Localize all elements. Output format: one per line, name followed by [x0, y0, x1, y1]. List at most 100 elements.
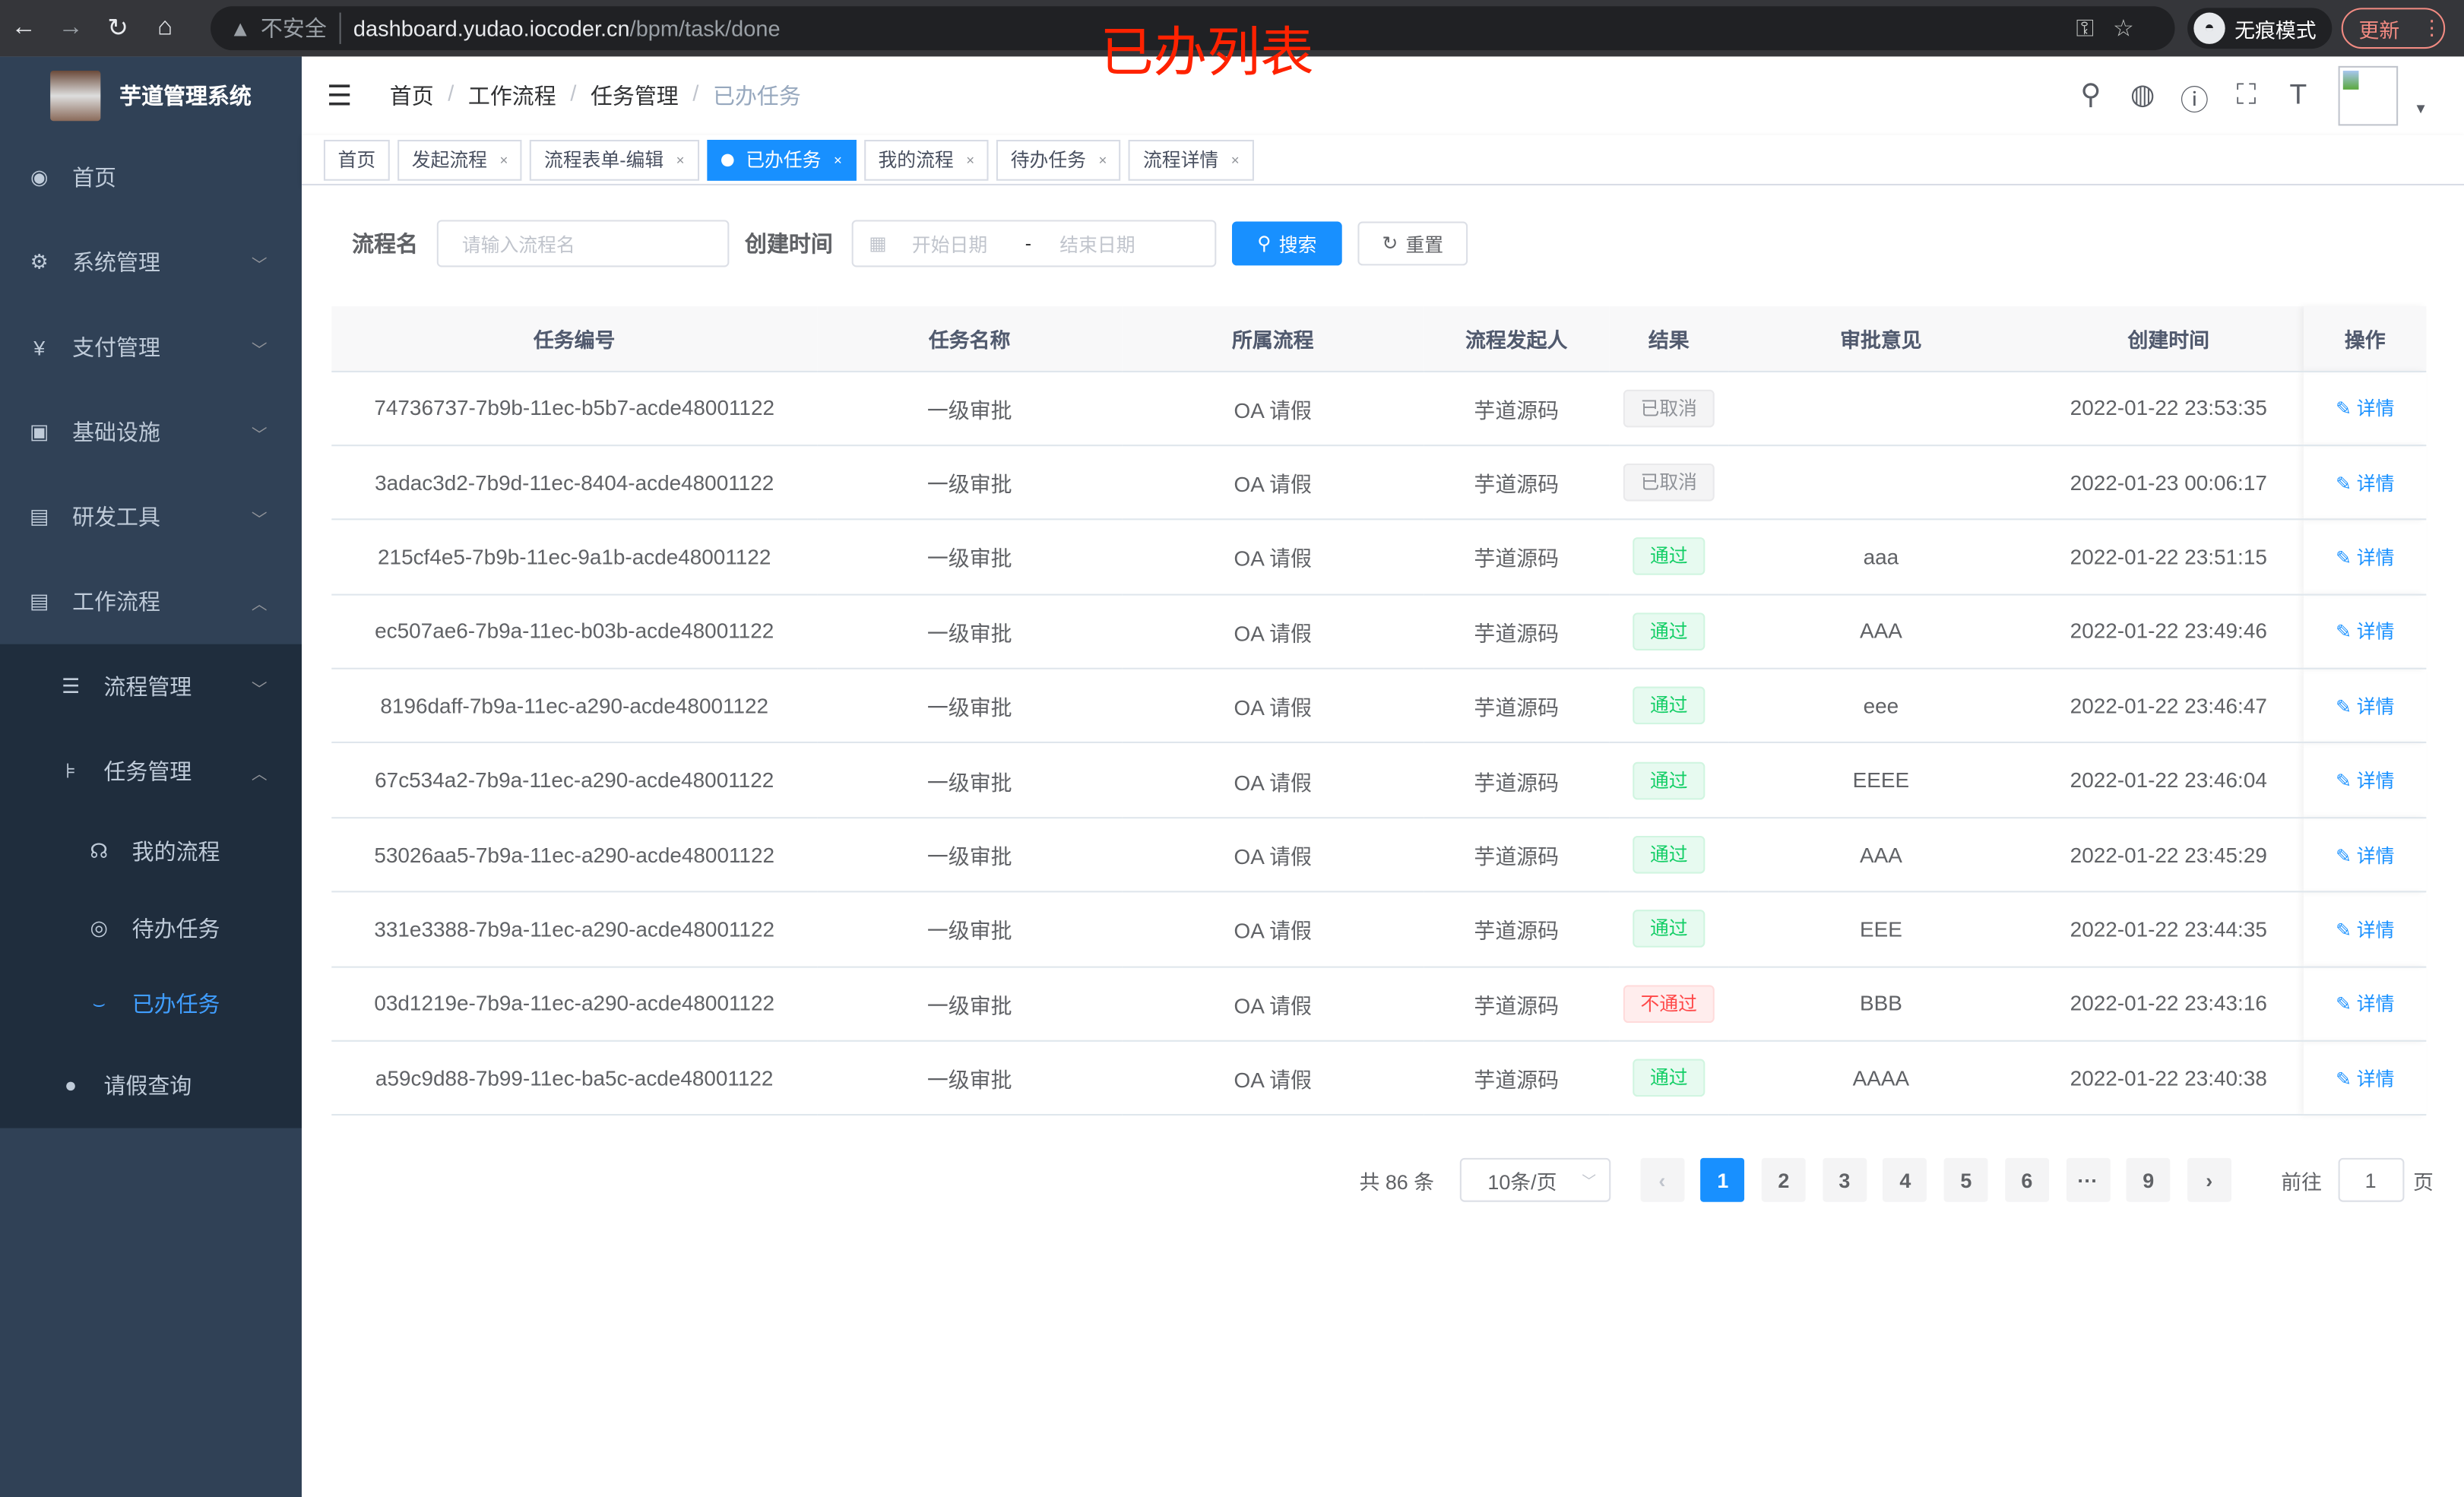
tab-label: 首页	[337, 149, 376, 172]
incognito-badge[interactable]: ◓ 无痕模式	[2187, 8, 2333, 49]
incognito-icon: ◓	[2193, 12, 2225, 44]
page-button[interactable]: 1	[1700, 1157, 1745, 1202]
column-header: 任务编号	[331, 306, 818, 372]
tab-4[interactable]: 我的流程 ×	[863, 138, 989, 180]
sidebar-item-infra[interactable]: ▣ 基础设施 ﹀	[0, 390, 302, 475]
table-row: 53026aa5-7b9a-11ec-a290-acde48001122 一级审批…	[331, 817, 2427, 893]
page-button[interactable]: 9	[2126, 1157, 2171, 1202]
prev-page-button[interactable]: ‹	[1639, 1157, 1684, 1202]
forward-icon[interactable]: →	[58, 14, 84, 41]
star-icon[interactable]: ☆	[2112, 15, 2153, 43]
search-icon[interactable]: ⚲	[2080, 78, 2101, 110]
breadcrumb-item[interactable]: 工作流程	[467, 83, 556, 109]
cell-action: ✎ 详情	[2304, 370, 2427, 446]
date-range-picker[interactable]: ▦ 开始日期 - 结束日期	[851, 220, 1217, 267]
breadcrumb-item[interactable]: 首页	[389, 83, 434, 109]
chevron-down-icon: ﹀	[251, 426, 268, 445]
sidebar-item-my-process[interactable]: ☊ 我的流程	[0, 814, 302, 890]
detail-link[interactable]: ✎ 详情	[2336, 397, 2394, 419]
page-button[interactable]: 6	[2004, 1157, 2049, 1202]
key-icon[interactable]: ⚿	[2076, 15, 2113, 43]
caret-down-icon[interactable]: ▼	[2413, 100, 2428, 117]
detail-link[interactable]: ✎ 详情	[2336, 844, 2394, 866]
cell-name: 一级审批	[817, 370, 1123, 446]
cell-result: 通过	[1609, 668, 1729, 744]
more-icon[interactable]: ⋮	[2421, 15, 2443, 40]
cell-name: 一级审批	[817, 1040, 1123, 1116]
tree-icon: ⊧	[65, 758, 77, 783]
tab-6[interactable]: 流程详情 ×	[1129, 138, 1254, 180]
reset-button[interactable]: ↻ 重置	[1357, 221, 1468, 266]
sidebar-item-home[interactable]: ◉ 首页	[0, 135, 302, 220]
tab-0[interactable]: 首页	[323, 138, 390, 180]
cell-comment: aaa	[1728, 519, 2034, 595]
search-button[interactable]: ⚲ 搜索	[1231, 221, 1342, 266]
home-icon[interactable]: ⌂	[157, 14, 173, 41]
close-icon[interactable]: ×	[966, 151, 975, 168]
cell-id: 67c534a2-7b9a-11ec-a290-acde48001122	[331, 742, 818, 818]
process-name-placeholder: 请输入流程名	[461, 233, 575, 255]
chevron-up-icon: ︿	[251, 765, 268, 783]
close-icon[interactable]: ×	[676, 151, 685, 168]
page-button[interactable]: 2	[1761, 1157, 1806, 1202]
cell-time: 2022-01-22 23:46:47	[2033, 668, 2304, 744]
cell-name: 一级审批	[817, 593, 1123, 669]
close-icon[interactable]: ×	[1098, 151, 1107, 168]
close-icon[interactable]: ×	[499, 151, 508, 168]
column-header: 操作	[2304, 306, 2427, 372]
tab-5[interactable]: 待办任务 ×	[996, 138, 1122, 180]
detail-link[interactable]: ✎ 详情	[2336, 1068, 2394, 1090]
page-size-select[interactable]: 10条/页 ﹀	[1459, 1157, 1610, 1202]
sidebar-item-system[interactable]: ⚙ 系统管理 ﹀	[0, 220, 302, 305]
reset-button-label: 重置	[1405, 233, 1444, 255]
logo[interactable]: 芋道管理系统	[0, 56, 302, 135]
page-button[interactable]: 3	[1822, 1157, 1867, 1202]
sidebar-item-done[interactable]: ⌣ 已办任务	[0, 967, 302, 1043]
github-icon[interactable]: ◍	[2130, 78, 2155, 110]
sidebar-item-leave-query[interactable]: ● 请假查询	[0, 1043, 302, 1128]
page-button[interactable]: 5	[1943, 1157, 1988, 1202]
update-button[interactable]: 更新 ⋮	[2341, 8, 2446, 49]
tab-2[interactable]: 流程表单-编辑 ×	[530, 138, 699, 180]
address-bar[interactable]: ▲ 不安全 dashboard.yudao.iocoder.cn/bpm/tas…	[211, 6, 2175, 51]
back-icon[interactable]: ←	[11, 14, 36, 41]
detail-link[interactable]: ✎ 详情	[2336, 919, 2394, 941]
tab-3[interactable]: 已办任务 ×	[706, 138, 857, 180]
next-page-button[interactable]: ›	[2187, 1157, 2231, 1202]
sidebar-item-devtools[interactable]: ▤ 研发工具 ﹀	[0, 474, 302, 559]
sidebar-item-workflow[interactable]: ▤ 工作流程 ︿	[0, 559, 302, 644]
fullscreen-icon[interactable]: ⛶	[2236, 78, 2257, 110]
sidebar-item-pay[interactable]: ¥ 支付管理 ﹀	[0, 305, 302, 390]
process-name-input[interactable]: 请输入流程名	[436, 220, 730, 267]
sidebar-item-todo[interactable]: ◎ 待办任务	[0, 890, 302, 966]
sidebar-item-task-manage[interactable]: ⊧ 任务管理 ︿	[0, 729, 302, 814]
font-size-icon[interactable]: T	[2289, 78, 2307, 110]
column-header: 结果	[1609, 306, 1729, 372]
close-icon[interactable]: ×	[1230, 151, 1240, 168]
avatar[interactable]	[2338, 65, 2399, 126]
detail-link[interactable]: ✎ 详情	[2336, 993, 2394, 1015]
end-date-input[interactable]: 结束日期	[1059, 233, 1135, 255]
help-icon[interactable]: ⓘ	[2180, 84, 2209, 117]
page-button[interactable]: ···	[2065, 1157, 2110, 1202]
process-name-label: 流程名	[352, 230, 418, 257]
tab-1[interactable]: 发起流程 ×	[397, 138, 523, 180]
start-date-input[interactable]: 开始日期	[911, 233, 988, 255]
goto-page-input[interactable]: 1	[2337, 1157, 2404, 1202]
detail-link[interactable]: ✎ 详情	[2336, 546, 2394, 568]
status-badge: 已取消	[1623, 389, 1715, 427]
detail-link[interactable]: ✎ 详情	[2336, 621, 2394, 643]
cell-action: ✎ 详情	[2304, 1040, 2427, 1116]
detail-link[interactable]: ✎ 详情	[2336, 472, 2394, 494]
pagination: 共 86 条 10条/页 ﹀ ‹ 1 2 3 4 5 6 ··· 9 › 前往 1 页	[1359, 1157, 2434, 1202]
reload-icon[interactable]: ↻	[107, 15, 128, 43]
detail-link[interactable]: ✎ 详情	[2336, 695, 2394, 717]
breadcrumb-item[interactable]: 任务管理	[590, 83, 679, 109]
sidebar-item-process-manage[interactable]: ☰ 流程管理 ﹀	[0, 644, 302, 730]
page-button[interactable]: 4	[1883, 1157, 1927, 1202]
cell-result: 已取消	[1609, 370, 1729, 446]
close-icon[interactable]: ×	[834, 151, 842, 168]
detail-link[interactable]: ✎ 详情	[2336, 770, 2394, 792]
insecure-label: 不安全	[261, 12, 341, 44]
hamburger-icon[interactable]: ☰	[327, 79, 353, 111]
